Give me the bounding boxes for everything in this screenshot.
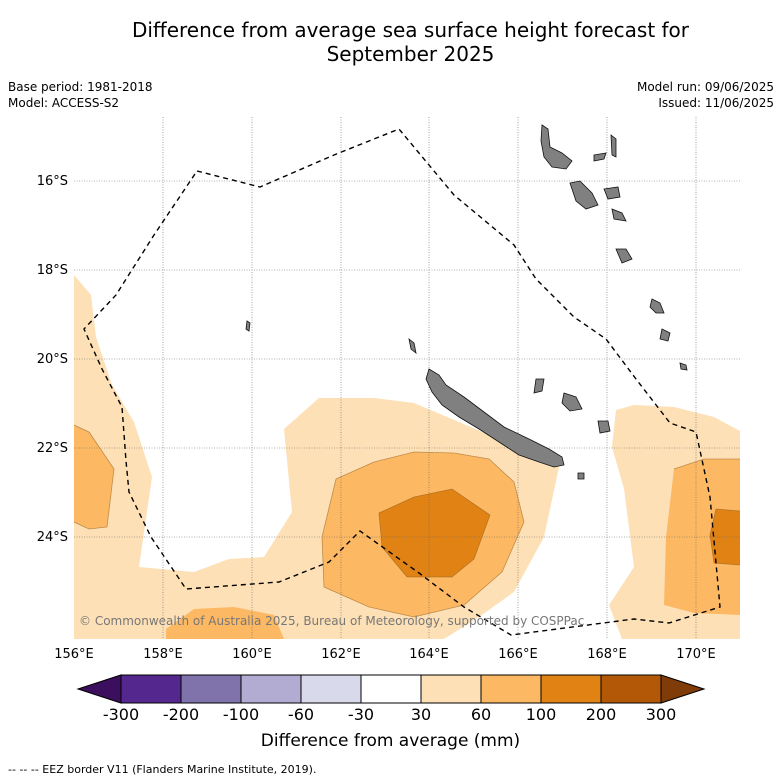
contour-lines xyxy=(74,424,740,618)
meta-right: Model run: 09/06/2025 Issued: 11/06/2025 xyxy=(637,79,774,111)
meta-left: Base period: 1981-2018 Model: ACCESS-S2 xyxy=(8,79,153,111)
title-line-2: September 2025 xyxy=(326,42,495,66)
colorbar-swatch-5 xyxy=(360,674,422,704)
hunter-islet-land xyxy=(679,362,688,371)
map-title: Difference from average sea surface heig… xyxy=(40,18,781,66)
copyright-notice: © Commonwealth of Australia 2025, Bureau… xyxy=(79,614,585,628)
vanuatu-espiritu-santo-land xyxy=(540,124,573,170)
colorbar-tick-neg60: -60 xyxy=(287,705,315,724)
colorbar-tick-60: 60 xyxy=(470,705,492,724)
colorbar-extend-high xyxy=(660,674,706,704)
title-line-1: Difference from average sea surface heig… xyxy=(131,18,690,42)
loyalty-lifou-land xyxy=(561,392,583,412)
colorbar-swatch-6 xyxy=(420,674,482,704)
colorbar-extend-low xyxy=(76,674,122,704)
model-run: Model run: 09/06/2025 xyxy=(636,80,774,94)
colorbar-tick-200: 200 xyxy=(585,705,617,724)
base-period: Base period: 1981-2018 xyxy=(8,80,153,94)
map-panel[interactable] xyxy=(74,117,740,639)
vanuatu-epi-land xyxy=(603,186,621,200)
lon-label-164e: 164°E xyxy=(409,647,449,662)
lon-label-156e: 156°E xyxy=(54,647,94,662)
lon-label-160e: 160°E xyxy=(232,647,272,662)
band-100-200-central xyxy=(379,489,490,577)
lat-label-18s: 18°S xyxy=(36,263,68,278)
colorbar-swatch-1 xyxy=(120,674,182,704)
band-60-100-south xyxy=(166,607,284,639)
lon-label-158e: 158°E xyxy=(143,647,183,662)
vanuatu-efate-land xyxy=(615,248,633,264)
colorbar-swatch-8 xyxy=(540,674,602,704)
loyalty-mare-land xyxy=(597,420,611,434)
new-caledonia-land xyxy=(425,368,565,468)
vanuatu-malekula-land xyxy=(569,180,599,210)
issued-date: Issued: 11/06/2025 xyxy=(658,96,774,110)
band-60-100-west xyxy=(74,425,114,529)
loyalty-ouvea-land xyxy=(533,378,545,394)
lat-label-16s: 16°S xyxy=(36,174,68,189)
colorbar-swatch-2 xyxy=(180,674,242,704)
colorbar-label: Difference from average (mm) xyxy=(260,731,521,751)
eez-footnote: -- -- -- EEZ border V11 (Flanders Marine… xyxy=(8,763,317,776)
land-masses xyxy=(245,124,688,480)
colorbar-tick-neg100: -100 xyxy=(222,705,260,724)
lon-label-170e: 170°E xyxy=(676,647,716,662)
lon-label-162e: 162°E xyxy=(321,647,361,662)
lat-label-20s: 20°S xyxy=(36,352,68,367)
eez-border xyxy=(83,128,721,636)
colorbar-tick-neg200: -200 xyxy=(162,705,200,724)
vanuatu-ambae-land xyxy=(593,152,607,162)
chesterfield-islet-land xyxy=(245,320,251,332)
vanuatu-erromango-land xyxy=(649,298,665,314)
map-svg xyxy=(74,117,740,639)
colorbar-tick-neg300: -300 xyxy=(102,705,140,724)
colorbar-tick-neg30: -30 xyxy=(347,705,375,724)
colorbar-swatch-4 xyxy=(300,674,362,704)
colorbar-swatch-9 xyxy=(600,674,662,704)
model-name: Model: ACCESS-S2 xyxy=(8,96,120,110)
colorbar-tick-100: 100 xyxy=(525,705,557,724)
vanuatu-shepherd-land xyxy=(611,208,627,222)
vanuatu-maewo-land xyxy=(610,134,617,158)
isle-of-pines-land xyxy=(577,472,585,480)
lat-label-24s: 24°S xyxy=(36,530,68,545)
lon-label-168e: 168°E xyxy=(587,647,627,662)
belep-islet-land xyxy=(408,338,417,354)
lat-label-22s: 22°S xyxy=(36,441,68,456)
lon-label-166e: 166°E xyxy=(498,647,538,662)
vanuatu-tanna-land xyxy=(659,328,671,342)
colorbar-swatch-3 xyxy=(240,674,302,704)
colorbar-tick-300: 300 xyxy=(645,705,677,724)
colorbar-swatch-7 xyxy=(480,674,542,704)
colorbar xyxy=(76,674,706,704)
colorbar-tick-30: 30 xyxy=(410,705,432,724)
